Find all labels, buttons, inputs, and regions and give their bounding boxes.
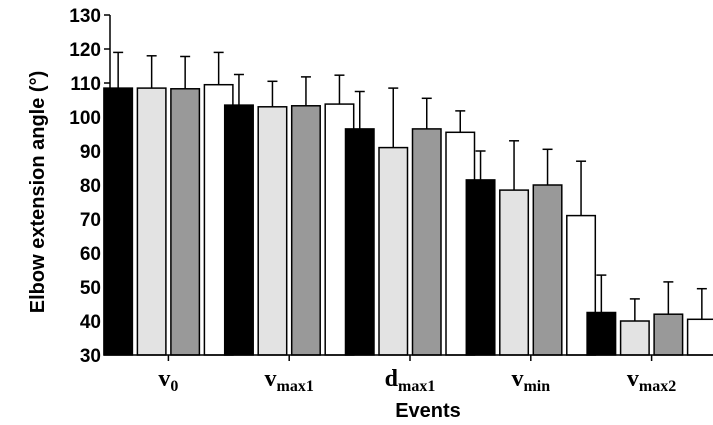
x-tick-label: vmax1 — [265, 366, 314, 395]
bar — [378, 146, 409, 356]
y-axis: 30 40 50 60 70 80 90 100 110 120 130 — [69, 6, 111, 367]
bar — [586, 311, 617, 356]
bar — [170, 88, 201, 356]
x-tick-label: v0 — [158, 366, 178, 395]
y-tick-label: 90 — [80, 142, 101, 163]
y-tick-label: 60 — [80, 244, 101, 265]
y-tick-label: 30 — [80, 346, 101, 367]
bar-group — [465, 140, 597, 356]
x-axis: v0 vmax1 dmax1 vmin vmax2 — [110, 354, 713, 395]
y-tick-label: 80 — [80, 176, 101, 197]
y-tick-label: 70 — [80, 210, 101, 231]
y-tick-label: 50 — [80, 278, 101, 299]
bar — [223, 104, 254, 356]
y-tick-label: 130 — [69, 6, 101, 27]
x-tick-label: vmax2 — [627, 366, 676, 395]
bar — [136, 87, 167, 356]
x-tick-label: vmin — [511, 366, 550, 395]
bar — [686, 318, 713, 356]
plot-area — [103, 51, 713, 356]
x-tick-label: dmax1 — [385, 366, 436, 395]
bar — [257, 106, 288, 356]
bar-group — [103, 51, 234, 356]
x-axis-title: Events — [395, 400, 461, 422]
y-tick-label: 120 — [69, 40, 101, 61]
bar-group — [344, 87, 476, 356]
bar — [465, 179, 496, 356]
bar-group — [223, 73, 355, 356]
y-tick-label: 40 — [80, 312, 101, 333]
bar-group — [586, 274, 713, 356]
bar — [532, 184, 563, 356]
bar — [653, 313, 684, 356]
bar — [103, 87, 134, 356]
bar — [619, 320, 650, 356]
y-tick-label: 110 — [70, 74, 101, 95]
bar — [411, 128, 442, 356]
y-tick-label: 100 — [69, 108, 101, 129]
bar — [344, 128, 375, 356]
bar — [499, 189, 530, 356]
y-axis-title: Elbow extension angle (°) — [27, 71, 49, 313]
bar — [290, 105, 321, 356]
